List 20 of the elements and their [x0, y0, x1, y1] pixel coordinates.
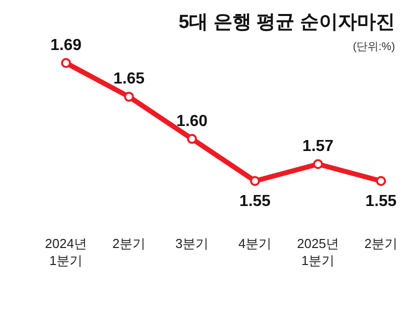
data-label: 1.69 — [50, 37, 82, 54]
x-tick-label: 2분기 — [364, 236, 398, 251]
x-tick-label: 2025년 1분기 — [297, 236, 339, 268]
data-label: 1.55 — [239, 193, 271, 210]
point — [187, 134, 197, 144]
x-tick-label: 4분기 — [238, 236, 272, 251]
point — [313, 159, 323, 170]
x-tick-label: 2분기 — [112, 236, 146, 251]
point — [124, 92, 134, 102]
x-tick-label: 3분기 — [175, 236, 209, 251]
chart-title: 5대 은행 평균 순이자마진 — [178, 12, 395, 33]
data-label: 1.65 — [113, 70, 145, 88]
data-label: 1.55 — [365, 193, 397, 210]
x-tick-label: 2024년 1분기 — [45, 236, 87, 268]
point — [250, 176, 260, 186]
chart-subtitle: (단위:%) — [352, 41, 395, 53]
point — [61, 58, 71, 68]
data-label: 1.60 — [176, 112, 208, 130]
data-label: 1.57 — [302, 138, 334, 156]
point — [376, 176, 386, 186]
